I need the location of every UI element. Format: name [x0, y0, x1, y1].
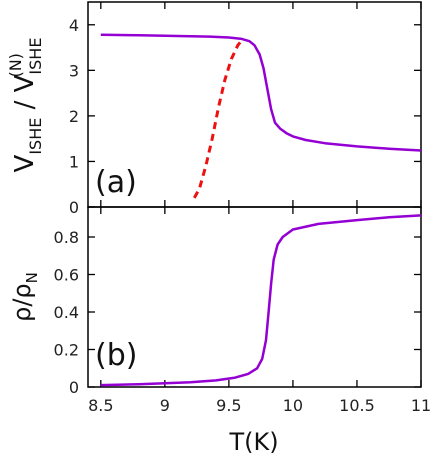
- ylabel-a-sep: / V: [10, 74, 40, 117]
- panel-b-frame: [87, 206, 422, 388]
- y-tick-label: 0: [69, 198, 79, 217]
- series-line-solid: [100, 214, 422, 387]
- x-tick-label: 9: [160, 396, 170, 415]
- ylabel-a-sup: (N): [6, 53, 25, 77]
- ylabel-a-main: V: [10, 154, 40, 172]
- panel-a-frame: [87, 1, 422, 208]
- panel-a-ylabel: VISHE / VISHE(N): [6, 38, 45, 173]
- y-tick-label: 0: [69, 378, 79, 397]
- x-tick-label: 10.5: [339, 396, 375, 415]
- panel-a-ticks: 0 1 2 3 4: [69, 2, 422, 217]
- x-tick-label: 11: [411, 396, 431, 415]
- panel-b-ylabel: ρ/ρN: [8, 272, 41, 322]
- y-tick-label: 0.6: [54, 266, 79, 285]
- x-axis-label: T(K): [228, 428, 278, 456]
- y-tick-label: 2: [69, 107, 79, 126]
- x-tick-label: 9.5: [216, 396, 241, 415]
- ylabel-a-sub1: ISHE: [26, 118, 45, 155]
- series-line-dashed: [192, 37, 245, 199]
- ylabel-a-sub2: ISHE: [26, 38, 45, 75]
- x-tick-label: 10: [283, 396, 303, 415]
- ylabel-b-sub: N: [23, 272, 41, 283]
- y-tick-label: 4: [69, 16, 79, 35]
- panel-a-label: (a): [95, 165, 137, 200]
- y-tick-label: 0.2: [54, 341, 79, 360]
- y-tick-label: 3: [69, 61, 79, 80]
- panel-b-series: [100, 214, 422, 387]
- y-tick-label: 0.4: [54, 303, 79, 322]
- panel-b-ticks: 0 0.2 0.4 0.6 0.8 8.5 9 9.5 10 10.5 11: [54, 207, 431, 415]
- x-tick-label: 8.5: [88, 396, 113, 415]
- y-tick-label: 0.8: [54, 228, 79, 247]
- ylabel-b-main: ρ/ρ: [8, 283, 36, 322]
- panel-a-series: [100, 33, 422, 199]
- series-line-solid: [100, 33, 422, 152]
- y-tick-label: 1: [69, 152, 79, 171]
- panel-b-label: (b): [95, 338, 137, 373]
